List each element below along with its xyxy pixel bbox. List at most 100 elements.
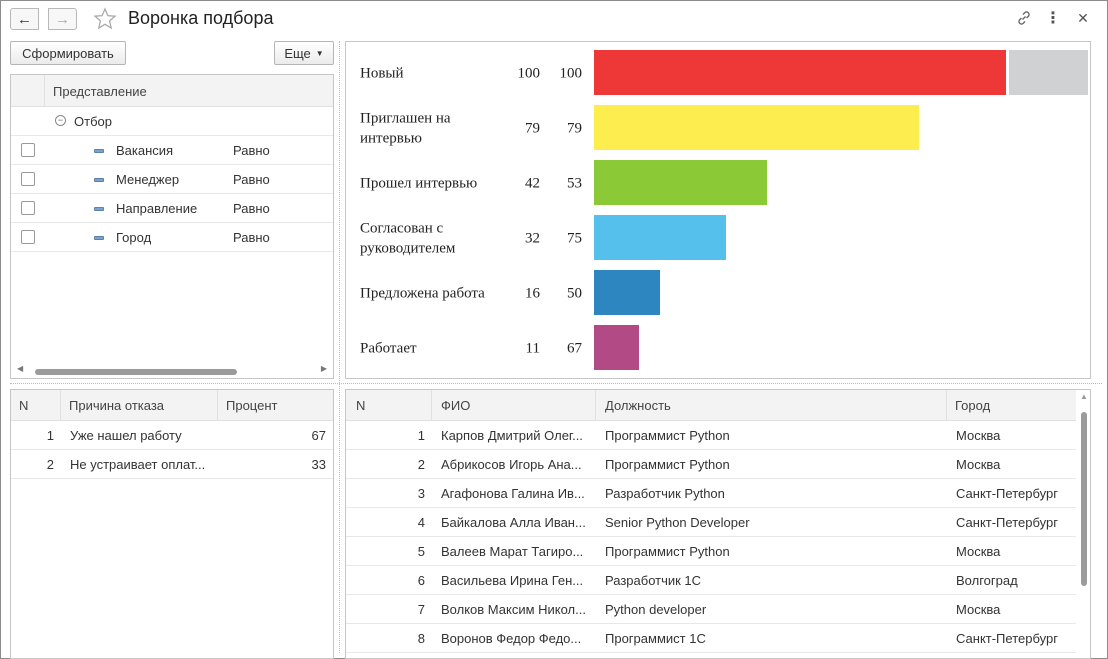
row-number: 2 xyxy=(46,457,54,472)
candidate-name: Валеев Марат Тагиро... xyxy=(441,544,584,559)
funnel-bar[interactable] xyxy=(594,325,639,370)
forward-button[interactable]: → xyxy=(48,8,77,30)
funnel-stage-label: Новый xyxy=(360,66,404,82)
scroll-thumb[interactable] xyxy=(35,369,237,375)
reason-percent: 67 xyxy=(311,428,326,443)
favorite-star-icon[interactable] xyxy=(93,7,117,31)
table-row[interactable]: 1 Карпов Дмитрий Олег... Программист Pytho… xyxy=(346,421,1076,450)
funnel-bar[interactable] xyxy=(594,215,726,260)
funnel-bar[interactable] xyxy=(594,50,1006,95)
funnel-remainder-bar xyxy=(1009,50,1088,95)
field-icon xyxy=(94,207,104,211)
candidate-position: Python developer xyxy=(605,602,707,617)
scroll-left-icon[interactable]: ◀ xyxy=(17,364,24,373)
candidate-name: Волков Максим Никол... xyxy=(441,602,586,617)
filter-row[interactable]: Менеджер Равно xyxy=(11,165,333,194)
funnel-stage-label: Предложена работа xyxy=(360,286,485,302)
funnel-stage-label: Прошел интервью xyxy=(360,176,477,192)
chevron-down-icon: ▼ xyxy=(315,48,324,58)
funnel-value: 11 xyxy=(526,341,540,357)
candidates-table: N ФИО Должность Город 1 Карпов Дмитрий Ол… xyxy=(345,389,1091,659)
settings-panel: Представление − Отбор Вакансия Равно Мен… xyxy=(10,74,334,379)
reasons-header: N Причина отказа Процент xyxy=(11,390,333,421)
more-actions-icon[interactable]: ⋮ xyxy=(1045,10,1061,27)
row-number: 4 xyxy=(417,515,425,530)
table-row[interactable]: 7 Волков Максим Никол... Python developer М… xyxy=(346,595,1076,624)
funnel-stage-label: руководителем xyxy=(360,241,456,257)
generate-button[interactable]: Сформировать xyxy=(10,41,126,65)
funnel-bar[interactable] xyxy=(594,105,919,150)
filter-checkbox[interactable] xyxy=(21,143,35,157)
row-number: 8 xyxy=(417,631,425,646)
filter-condition[interactable]: Равно xyxy=(233,143,270,158)
table-row[interactable]: 5 Валеев Марат Тагиро... Программист Pytho… xyxy=(346,537,1076,566)
candidate-position: Разработчик 1С xyxy=(605,573,702,588)
back-button[interactable]: ← xyxy=(10,8,39,30)
filter-condition[interactable]: Равно xyxy=(233,201,270,216)
funnel-stage-label: Приглашен на xyxy=(360,111,451,127)
candidate-position: Разработчик Python xyxy=(605,486,725,501)
tree-group-row[interactable]: − Отбор xyxy=(11,107,333,136)
vertical-scrollbar[interactable]: ▲ xyxy=(1078,390,1090,658)
funnel-bar[interactable] xyxy=(594,270,660,315)
column-header-n[interactable]: N xyxy=(11,390,61,421)
horizontal-scrollbar[interactable]: ◀ ▶ xyxy=(11,364,333,378)
filter-checkbox[interactable] xyxy=(21,230,35,244)
table-row[interactable]: 2 Не устраивает оплат... 33 xyxy=(11,450,333,479)
column-header-n[interactable]: N xyxy=(346,390,432,421)
candidate-city: Санкт-Петербург xyxy=(956,631,1058,646)
filter-field: Направление xyxy=(116,201,198,216)
title-bar: ← → Воронка подбора ⋮ ✕ xyxy=(1,1,1107,37)
field-icon xyxy=(94,178,104,182)
page-title: Воронка подбора xyxy=(128,8,274,28)
funnel-secondary-value: 75 xyxy=(567,231,582,247)
filter-field: Вакансия xyxy=(116,143,174,158)
funnel-secondary-value: 50 xyxy=(567,286,582,302)
filter-field: Менеджер xyxy=(116,172,180,187)
table-row[interactable]: 3 Агафонова Галина Ив... Разработчик Pytho… xyxy=(346,479,1076,508)
candidate-name: Карпов Дмитрий Олег... xyxy=(441,428,583,443)
filter-row[interactable]: Город Равно xyxy=(11,223,333,252)
candidate-name: Воронов Федор Федо... xyxy=(441,631,582,646)
funnel-secondary-value: 79 xyxy=(567,121,582,137)
funnel-secondary-value: 100 xyxy=(560,66,583,82)
filter-condition[interactable]: Равно xyxy=(233,172,270,187)
column-header-percent[interactable]: Процент xyxy=(226,398,278,413)
table-row[interactable]: 1 Уже нашел работу 67 xyxy=(11,421,333,450)
table-row[interactable]: 2 Абрикосов Игорь Ана... Программист Pytho… xyxy=(346,450,1076,479)
more-button[interactable]: Еще ▼ xyxy=(274,41,334,65)
table-row[interactable]: 4 Байкалова Алла Иван... Senior Python Dev… xyxy=(346,508,1076,537)
arrow-right-icon: → xyxy=(55,10,70,28)
funnel-secondary-value: 53 xyxy=(567,176,582,192)
field-icon xyxy=(94,149,104,153)
filter-condition[interactable]: Равно xyxy=(233,230,270,245)
close-icon[interactable]: ✕ xyxy=(1077,9,1089,26)
more-button-label: Еще xyxy=(284,45,311,61)
scroll-thumb[interactable] xyxy=(1081,412,1087,586)
table-row[interactable]: 6 Васильева Ирина Ген... Разработчик 1С Вол… xyxy=(346,566,1076,595)
scroll-up-icon[interactable]: ▲ xyxy=(1080,392,1088,401)
filter-row[interactable]: Вакансия Равно xyxy=(11,136,333,165)
candidate-position: Программист 1С xyxy=(605,631,706,646)
scroll-right-icon[interactable]: ▶ xyxy=(320,364,327,373)
link-icon[interactable] xyxy=(1015,9,1033,27)
row-number: 7 xyxy=(417,602,425,617)
column-header-name[interactable]: ФИО xyxy=(432,390,596,421)
group-label: Отбор xyxy=(74,114,112,129)
candidate-name: Байкалова Алла Иван... xyxy=(441,515,586,530)
column-header-reason[interactable]: Причина отказа xyxy=(61,390,218,421)
candidate-position: Программист Python xyxy=(605,428,730,443)
column-header-position[interactable]: Должность xyxy=(596,390,947,421)
filter-row[interactable]: Направление Равно xyxy=(11,194,333,223)
filter-checkbox[interactable] xyxy=(21,201,35,215)
vertical-splitter[interactable] xyxy=(339,41,340,653)
table-row[interactable]: 8 Воронов Федор Федо... Программист 1С Санк… xyxy=(346,624,1076,653)
filter-checkbox[interactable] xyxy=(21,172,35,186)
candidate-city: Москва xyxy=(956,602,1001,617)
reason-text: Не устраивает оплат... xyxy=(70,457,206,472)
column-header-city[interactable]: Город xyxy=(955,398,991,413)
funnel-bar[interactable] xyxy=(594,160,767,205)
horizontal-splitter[interactable] xyxy=(10,383,1102,384)
collapse-icon[interactable]: − xyxy=(55,115,66,126)
